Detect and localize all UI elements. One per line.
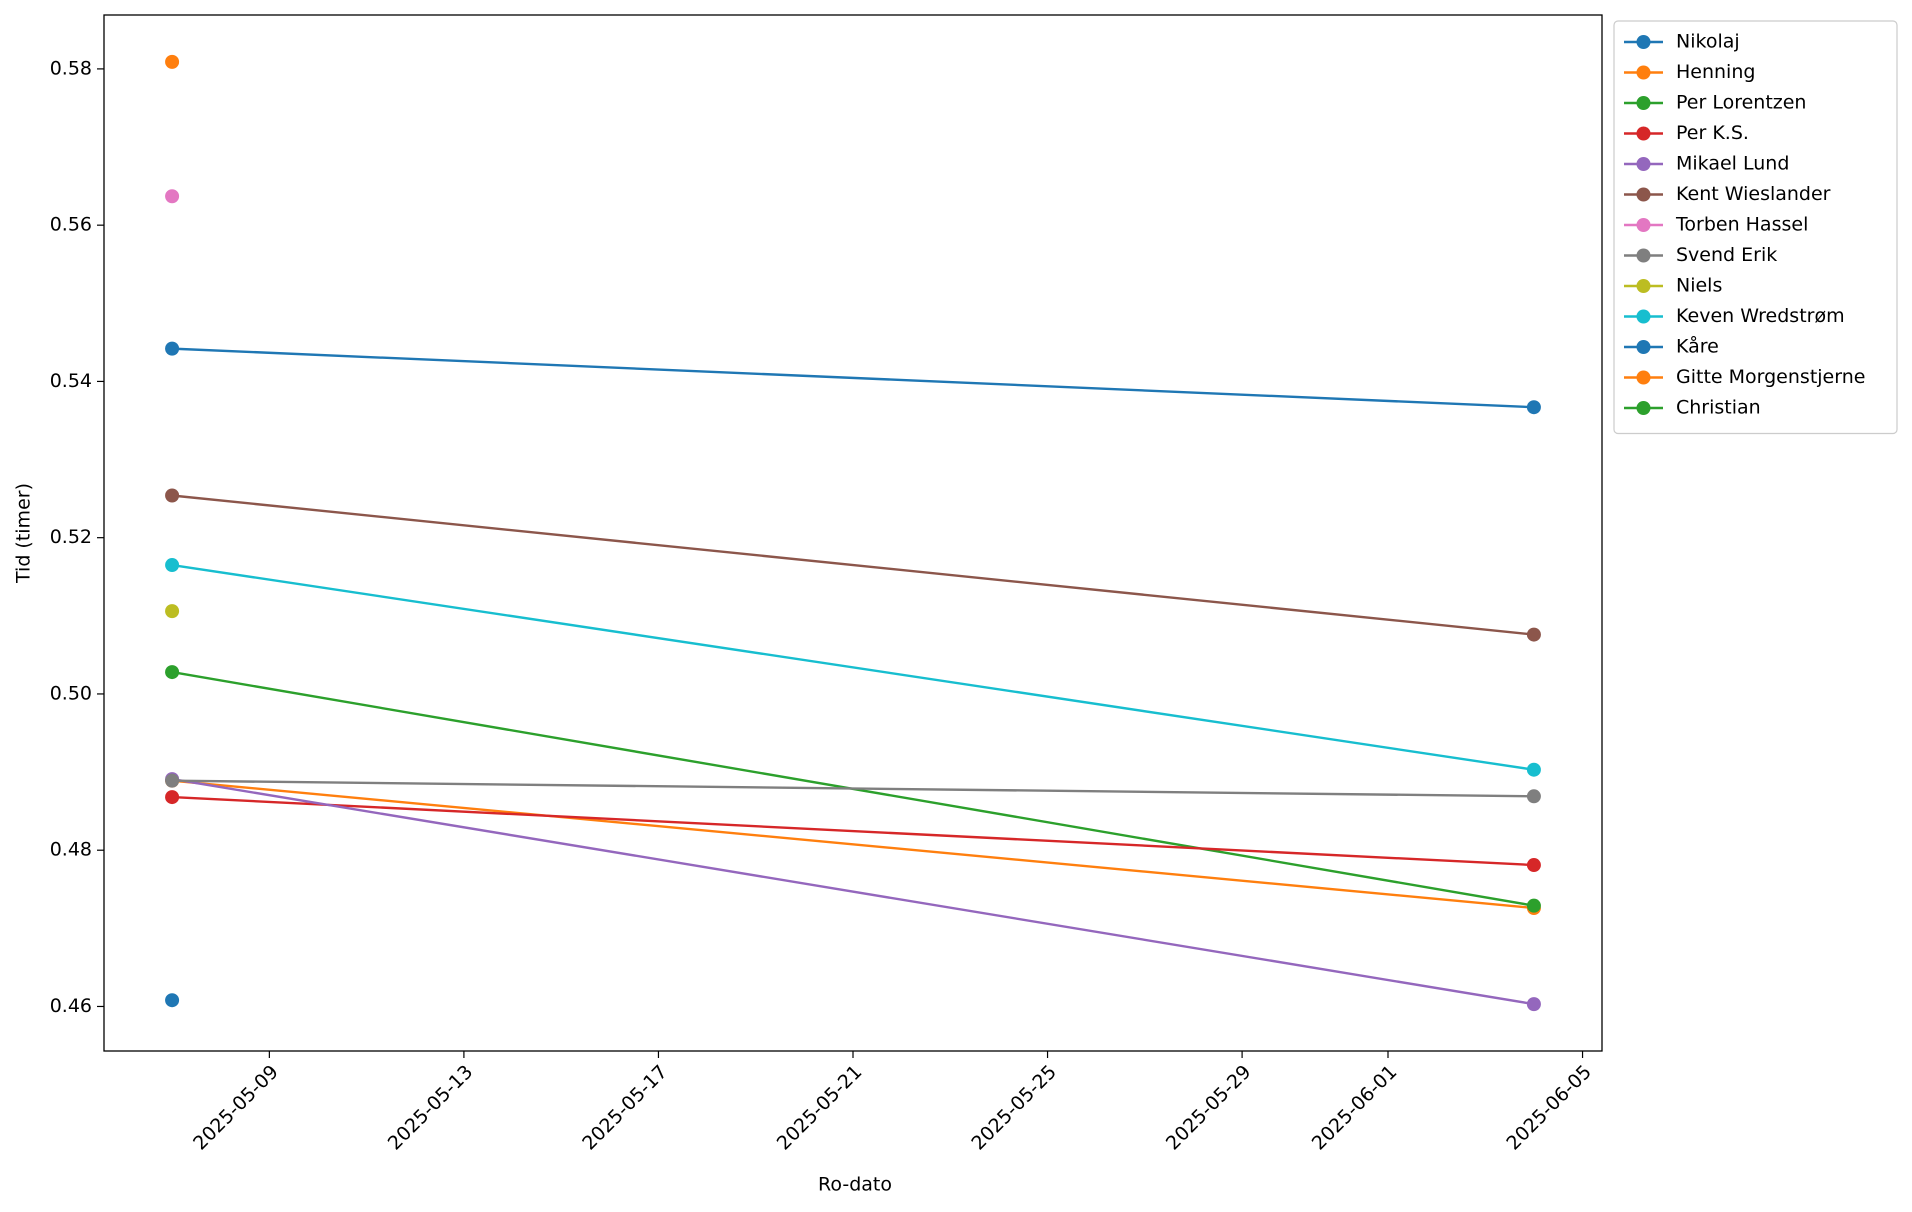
legend-label: Christian	[1676, 397, 1761, 419]
legend-label: Henning	[1676, 61, 1755, 83]
legend-label: Svend Erik	[1676, 244, 1777, 266]
legend-label: Kåre	[1676, 335, 1719, 358]
x-tick-label: 2025-06-01	[1308, 1061, 1402, 1155]
series-line	[171, 494, 1535, 636]
legend-marker	[1636, 401, 1651, 415]
series-line	[172, 779, 1534, 798]
x-tick-label: 2025-05-17	[578, 1061, 672, 1155]
series-line	[171, 563, 1535, 771]
legend-box	[1613, 20, 1898, 435]
legend-marker	[1636, 370, 1651, 385]
point	[165, 604, 180, 619]
point	[165, 790, 180, 805]
x-axis-label: Ro-dato	[818, 1174, 892, 1196]
legend-label: Torben Hassel	[1675, 214, 1808, 236]
legend-label: Mikael Lund	[1676, 153, 1789, 175]
y-tick-label: 0.46	[50, 995, 92, 1017]
legend-marker	[1636, 218, 1651, 232]
legend-marker	[1636, 96, 1651, 110]
y-axis-label: Tid (timer)	[13, 483, 35, 584]
series-line	[172, 795, 1534, 867]
point	[1526, 898, 1541, 913]
point	[165, 341, 180, 356]
point	[165, 993, 180, 1008]
legend-label: Niels	[1676, 275, 1722, 297]
point	[1526, 789, 1541, 804]
y-tick-label: 0.50	[50, 682, 92, 704]
legend-marker	[1636, 248, 1651, 263]
y-tick-label: 0.54	[50, 370, 92, 392]
y-tick-label: 0.56	[50, 214, 92, 236]
y-tick-label: 0.58	[50, 57, 92, 79]
x-tick-label: 2025-05-21	[773, 1061, 867, 1155]
series-line	[171, 779, 1535, 910]
point	[165, 773, 180, 788]
point	[1526, 400, 1541, 415]
legend-marker	[1636, 35, 1651, 49]
point	[165, 189, 180, 204]
legend-marker	[1636, 340, 1651, 354]
legend-label: Gitte Morgenstjerne	[1676, 366, 1865, 388]
x-tick-label: 2025-05-13	[384, 1061, 478, 1155]
legend-marker	[1636, 309, 1651, 324]
legend-marker	[1636, 279, 1651, 293]
x-tick-label: 2025-05-29	[1162, 1061, 1256, 1155]
plot-frame	[103, 14, 1603, 1052]
point	[165, 665, 180, 680]
x-tick-label: 2025-05-09	[189, 1061, 283, 1155]
series-line	[172, 347, 1534, 409]
y-tick-label: 0.48	[50, 839, 92, 861]
legend-marker	[1636, 187, 1651, 202]
point	[1526, 627, 1541, 642]
point	[165, 558, 180, 573]
x-tick-label: 2025-06-05	[1502, 1061, 1596, 1155]
point	[165, 488, 180, 503]
legend-label: Nikolaj	[1676, 31, 1740, 53]
point	[1526, 997, 1541, 1012]
y-tick-label: 0.52	[50, 526, 92, 548]
legend-label: Per K.S.	[1676, 122, 1749, 144]
point	[1526, 762, 1541, 777]
x-tick-label: 2025-05-25	[967, 1061, 1061, 1155]
legend-marker	[1636, 157, 1651, 171]
point	[1526, 858, 1541, 873]
legend-marker	[1636, 126, 1651, 141]
legend-marker	[1636, 65, 1651, 80]
point	[165, 54, 180, 69]
legend-label: Kent Wieslander	[1676, 183, 1831, 205]
series-line	[171, 777, 1535, 1006]
legend-label: Keven Wredstrøm	[1676, 305, 1845, 327]
legend-label: Per Lorentzen	[1676, 92, 1806, 114]
